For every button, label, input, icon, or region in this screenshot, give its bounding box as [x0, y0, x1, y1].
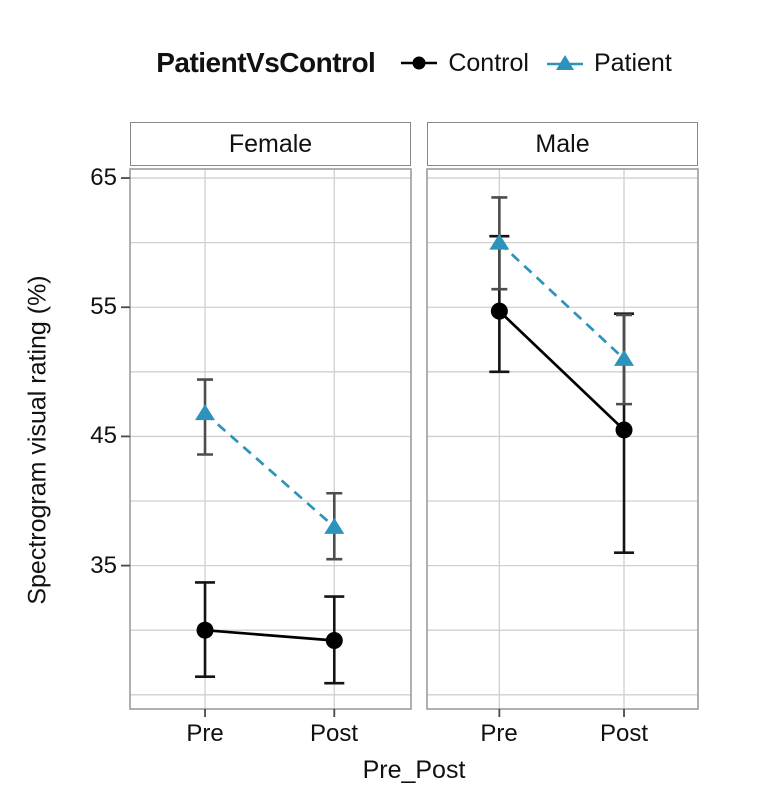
x-tick-label: Post [309, 720, 359, 747]
y-tick-label: 35 [90, 552, 117, 579]
y-axis-title: Spectrogram visual rating (%) [23, 275, 52, 605]
legend-label-patient: Patient [593, 48, 672, 77]
y-tick-label: 45 [90, 422, 117, 449]
x-tick-label: Pre [186, 720, 224, 747]
x-tick-label: Pre [480, 720, 518, 747]
series-line-patient [498, 241, 625, 360]
series-line-control [498, 310, 625, 431]
legend-label-control: Control [448, 48, 529, 77]
patient-key-icon [546, 55, 583, 70]
data-point-control [615, 421, 633, 439]
facet-strip-female-label: Female [228, 129, 313, 158]
y-tick-label: 55 [90, 293, 117, 320]
legend-entry-control: Control [399, 49, 529, 78]
facet-strip-male: Male [427, 122, 698, 166]
legend-entry-patient: Patient [545, 49, 672, 78]
x-tick-label: Post [599, 720, 649, 747]
data-point-control [325, 632, 343, 650]
data-point-control [196, 621, 214, 639]
series-line-control [204, 628, 335, 642]
data-point-patient [489, 233, 510, 250]
series-line-patient [204, 412, 336, 528]
y-tick-label: 65 [90, 164, 117, 191]
facet-strip-male-label: Male [535, 129, 590, 158]
legend-title: PatientVsControl [156, 47, 376, 78]
data-point-patient [195, 404, 216, 421]
facet-strip-female: Female [130, 122, 411, 166]
data-point-patient [614, 349, 635, 366]
legend: PatientVsControl Control Patient [130, 38, 698, 88]
data-point-patient [324, 517, 345, 534]
panel-border [426, 168, 699, 710]
panel-border [129, 168, 412, 710]
control-key-icon [401, 56, 438, 70]
x-axis-title: Pre_Post [362, 756, 466, 784]
data-point-control [490, 302, 508, 320]
